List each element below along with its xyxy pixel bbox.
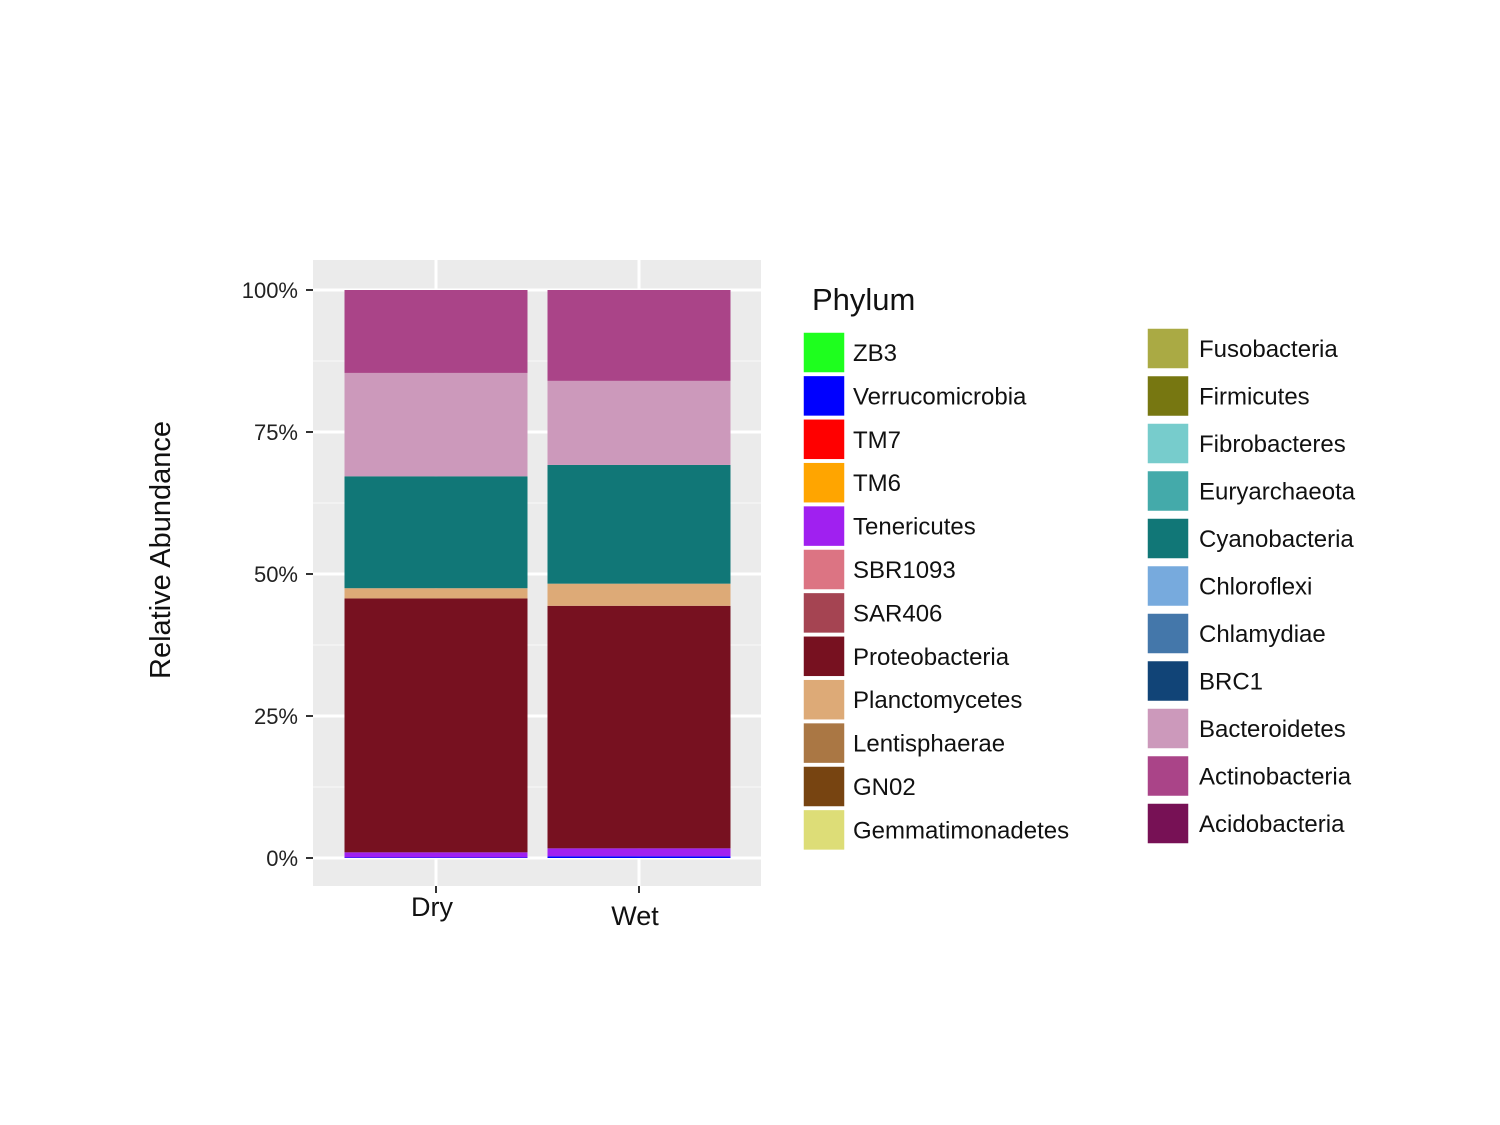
- legend-key-cyanobacteria: [1146, 517, 1190, 560]
- y-tick-label: 75%: [254, 420, 298, 445]
- legend-key-tm7: [802, 418, 846, 461]
- y-axis: 0% 25% 50% 75% 100%: [242, 278, 313, 871]
- legend-label-actinobacteria: Actinobacteria: [1199, 764, 1352, 791]
- legend-key-verrucomicrobia: [802, 374, 846, 418]
- legend-label-fibrobacteres: Fibrobacteres: [1199, 431, 1346, 458]
- legend-label-tenericutes: Tenericutes: [853, 514, 976, 541]
- legend-key-acidobacteria: [1146, 802, 1190, 845]
- legend-key-proteobacteria: [802, 635, 846, 678]
- legend-key-bacteroidetes: [1146, 707, 1190, 750]
- bar-segment-tenericutes-dry: [344, 852, 528, 858]
- legend-key-tenericutes: [802, 504, 846, 548]
- bar-segment-proteobacteria-wet: [547, 605, 731, 849]
- legend-key-actinobacteria: [1146, 754, 1190, 798]
- legend-key-sbr1093: [802, 548, 846, 591]
- legend-label-tm6: TM6: [853, 470, 901, 497]
- legend-key-fibrobacteres: [1146, 422, 1190, 465]
- legend-label-lentisphaerae: Lentisphaerae: [853, 731, 1005, 758]
- legend-label-brc1: BRC1: [1199, 669, 1263, 696]
- legend-label-chlamydiae: Chlamydiae: [1199, 621, 1326, 648]
- legend-label-sar406: SAR406: [853, 600, 942, 627]
- bar-segment-actinobacteria-dry: [344, 290, 528, 373]
- legend-title: Phylum: [812, 282, 915, 317]
- legend-label-gn02: GN02: [853, 774, 916, 801]
- legend-key-chlamydiae: [1146, 612, 1190, 655]
- bar-stacks: [344, 290, 731, 858]
- legend-key-brc1: [1146, 659, 1190, 703]
- legend-key-tm6: [802, 461, 846, 504]
- legend-label-cyanobacteria: Cyanobacteria: [1199, 526, 1354, 553]
- legend-key-fusobacteria: [1146, 327, 1190, 370]
- legend-key-gemmatimonadetes: [802, 808, 846, 852]
- legend-key-chloroflexi: [1146, 564, 1190, 608]
- bar-segment-bacteroidetes-dry: [344, 372, 528, 477]
- bar-segment-planctomycetes-wet: [547, 583, 731, 606]
- legend-label-planctomycetes: Planctomycetes: [853, 687, 1022, 714]
- legend-label-gemmatimonadetes: Gemmatimonadetes: [853, 817, 1069, 844]
- legend-label-proteobacteria: Proteobacteria: [853, 644, 1010, 671]
- legend-label-acidobacteria: Acidobacteria: [1199, 811, 1345, 838]
- legend-label-sbr1093: SBR1093: [853, 557, 956, 584]
- legend-key-euryarchaeota: [1146, 469, 1190, 513]
- bar-segment-bacteroidetes-wet: [547, 380, 731, 465]
- legend-key-zb3: [802, 331, 846, 374]
- legend-label-verrucomicrobia: Verrucomicrobia: [853, 383, 1027, 410]
- legend-label-zb3: ZB3: [853, 340, 897, 367]
- legend-key-gn02: [802, 765, 846, 808]
- legend-label-fusobacteria: Fusobacteria: [1199, 336, 1338, 363]
- bar-segment-planctomycetes-dry: [344, 588, 528, 599]
- bar-segment-verrucomicrobia-dry: [344, 857, 528, 858]
- y-axis-title: Relative Abundance: [145, 421, 177, 679]
- legend: ZB3 Verrucomicrobia TM7 TM6 Tenericutes SBR10…: [802, 327, 1356, 852]
- x-axis: Dry Wet: [411, 886, 659, 931]
- legend-key-sar406: [802, 591, 846, 635]
- y-tick-label: 50%: [254, 562, 298, 587]
- legend-label-bacteroidetes: Bacteroidetes: [1199, 716, 1346, 743]
- y-tick-label: 25%: [254, 704, 298, 729]
- bar-segment-proteobacteria-dry: [344, 598, 528, 853]
- y-tick-label: 0%: [266, 846, 298, 871]
- legend-label-chloroflexi: Chloroflexi: [1199, 574, 1312, 601]
- legend-label-firmicutes: Firmicutes: [1199, 384, 1310, 411]
- y-tick-label: 100%: [242, 278, 298, 303]
- legend-label-tm7: TM7: [853, 427, 901, 454]
- bar-segment-verrucomicrobia-wet: [547, 856, 731, 858]
- x-tick-label-dry: Dry: [411, 892, 453, 922]
- bar-segment-actinobacteria-wet: [547, 290, 731, 381]
- legend-key-lentisphaerae: [802, 721, 846, 765]
- bar-segment-tenericutes-wet: [547, 848, 731, 857]
- legend-key-firmicutes: [1146, 374, 1190, 418]
- x-tick-label-wet: Wet: [611, 901, 659, 931]
- bar-segment-cyanobacteria-wet: [547, 464, 731, 584]
- legend-key-planctomycetes: [802, 678, 846, 721]
- bar-segment-cyanobacteria-dry: [344, 476, 528, 589]
- legend-label-euryarchaeota: Euryarchaeota: [1199, 479, 1356, 506]
